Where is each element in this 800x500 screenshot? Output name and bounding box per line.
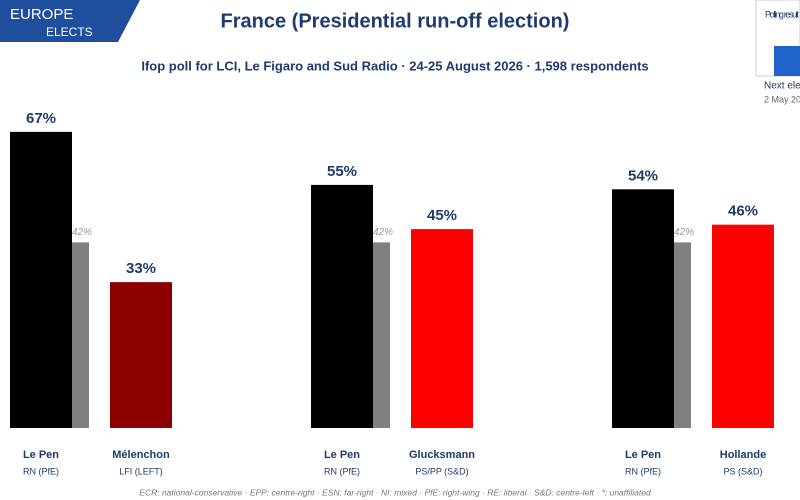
previous-bar <box>72 242 89 428</box>
value-label: 46% <box>728 203 758 220</box>
bar <box>612 189 674 428</box>
category-label: Le Pen <box>23 449 59 461</box>
bar <box>712 224 774 428</box>
bar <box>110 282 172 428</box>
category-label: Glucksmann <box>409 449 475 461</box>
previous-label: 42% <box>72 227 92 238</box>
value-label: 45% <box>427 207 457 224</box>
bar <box>10 131 72 429</box>
logo-banner <box>0 0 140 42</box>
bar <box>311 184 373 428</box>
party-label: PS/PP (S&D) <box>415 466 468 476</box>
previous-label: 42% <box>373 227 393 238</box>
value-label: 54% <box>628 167 658 184</box>
chart-title: France (Presidential run-off election) <box>221 10 570 32</box>
bar <box>411 229 473 428</box>
category-label: Hollande <box>720 449 766 461</box>
side-box-bar <box>774 46 800 76</box>
category-label: Mélenchon <box>112 449 170 461</box>
party-label: PS (S&D) <box>723 466 762 476</box>
logo-top: EUROPE <box>10 6 73 23</box>
category-label: Le Pen <box>625 449 661 461</box>
previous-label: 42% <box>674 227 694 238</box>
category-label: Le Pen <box>324 449 360 461</box>
value-label: 67% <box>26 110 56 127</box>
footer-legend: ECR: national-conservative · EPP: centre… <box>139 487 651 497</box>
party-label: LFI (LEFT) <box>119 466 163 476</box>
party-label: RN (PfE) <box>625 466 661 476</box>
logo-bottom: ELECTS <box>46 25 93 39</box>
side-next: Next ele <box>764 81 800 92</box>
party-label: RN (PfE) <box>23 466 59 476</box>
value-label: 33% <box>126 260 156 277</box>
side-box-text: Polling result <box>765 9 799 19</box>
chart-subtitle: Ifop poll for LCI, Le Figaro and Sud Rad… <box>141 58 648 73</box>
value-label: 55% <box>327 163 357 180</box>
party-label: RN (PfE) <box>324 466 360 476</box>
previous-bar <box>674 242 691 428</box>
side-date: 2 May 20 <box>764 94 800 104</box>
previous-bar <box>373 242 390 428</box>
